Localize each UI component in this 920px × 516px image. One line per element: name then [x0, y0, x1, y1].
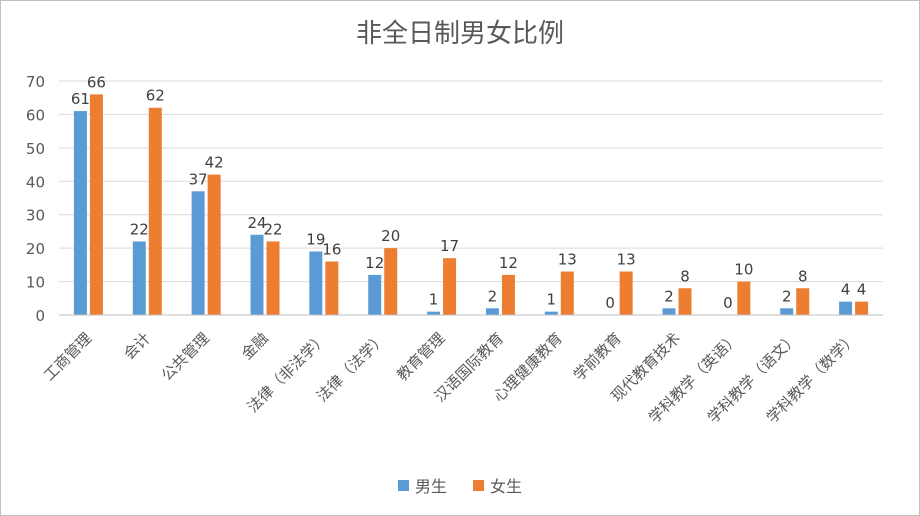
data-label-female: 13 — [558, 251, 577, 269]
data-label-female: 42 — [205, 154, 224, 172]
bar-female — [501, 274, 515, 315]
bar-male — [250, 234, 264, 315]
data-label-male: 2 — [664, 287, 674, 305]
data-label-male: 1 — [429, 291, 439, 309]
y-tick-label: 60 — [26, 106, 45, 124]
data-label-female: 66 — [87, 73, 106, 91]
bar-female — [560, 271, 574, 315]
y-tick-label: 20 — [26, 240, 45, 258]
bar-female — [737, 281, 751, 315]
bar-male — [309, 251, 323, 315]
bar-male — [839, 301, 853, 315]
data-label-male: 37 — [189, 170, 208, 188]
data-label-female: 16 — [322, 241, 341, 259]
data-label-male: 12 — [365, 254, 384, 272]
chart-title: 非全日制男女比例 — [355, 19, 564, 49]
x-tick-label: 教育管理 — [393, 329, 448, 384]
data-label-female: 10 — [734, 261, 753, 279]
bar-female — [325, 261, 339, 315]
bar-female — [619, 271, 633, 315]
legend-label-male: 男生 — [414, 477, 447, 496]
data-label-female: 8 — [798, 267, 808, 285]
legend-label-female: 女生 — [490, 477, 523, 496]
x-tick-label: 公共管理 — [158, 329, 213, 384]
data-label-male: 2 — [782, 287, 792, 305]
bar-chart: 0102030405060706166工商管理2262会计3742公共管理242… — [26, 73, 883, 427]
data-label-male: 0 — [605, 294, 615, 312]
data-label-female: 20 — [381, 227, 400, 245]
bar-male — [368, 274, 382, 315]
data-label-male: 4 — [841, 281, 851, 299]
data-label-female: 13 — [617, 251, 636, 269]
bar-female — [855, 301, 869, 315]
bar-female — [148, 107, 162, 315]
data-label-male: 1 — [547, 291, 557, 309]
y-tick-label: 10 — [26, 274, 45, 292]
bar-male — [73, 111, 87, 315]
bar-female — [266, 241, 280, 315]
legend-swatch-female — [473, 479, 484, 491]
y-tick-label: 50 — [26, 140, 45, 158]
data-label-female: 62 — [146, 87, 165, 105]
x-tick-label: 工商管理 — [40, 329, 95, 384]
bar-male — [191, 191, 205, 315]
data-label-male: 24 — [247, 214, 266, 232]
bar-male — [662, 308, 676, 315]
data-label-female: 22 — [263, 220, 282, 238]
bar-male — [485, 308, 499, 315]
data-label-female: 4 — [857, 281, 867, 299]
legend-item-female: 女生 — [473, 473, 522, 497]
bar-male — [544, 311, 558, 315]
bar-female — [384, 248, 398, 315]
y-tick-label: 30 — [26, 207, 45, 225]
bar-female — [89, 94, 103, 315]
bar-female — [207, 174, 221, 315]
bar-male — [780, 308, 794, 315]
y-tick-label: 0 — [35, 307, 45, 325]
y-tick-label: 40 — [26, 173, 45, 191]
data-label-female: 12 — [499, 254, 518, 272]
data-label-female: 17 — [440, 237, 459, 255]
legend-item-male: 男生 — [397, 473, 447, 497]
x-tick-label: 会计 — [120, 329, 154, 363]
x-tick-label: 金融 — [238, 329, 272, 363]
data-label-male: 2 — [488, 287, 498, 305]
bar-female — [796, 288, 810, 315]
bar-female — [678, 288, 692, 315]
data-label-female: 8 — [680, 267, 690, 285]
data-label-male: 61 — [71, 90, 90, 108]
data-label-male: 19 — [306, 230, 325, 248]
bar-male — [427, 311, 441, 315]
x-tick-label: 学前教育 — [570, 329, 625, 384]
data-label-male: 0 — [723, 294, 733, 312]
legend-swatch-male — [397, 479, 409, 491]
y-tick-label: 70 — [26, 73, 45, 91]
legend: 男生 女生 — [1, 473, 919, 497]
bar-male — [132, 241, 146, 315]
bar-female — [443, 258, 457, 315]
data-label-male: 22 — [130, 220, 149, 238]
